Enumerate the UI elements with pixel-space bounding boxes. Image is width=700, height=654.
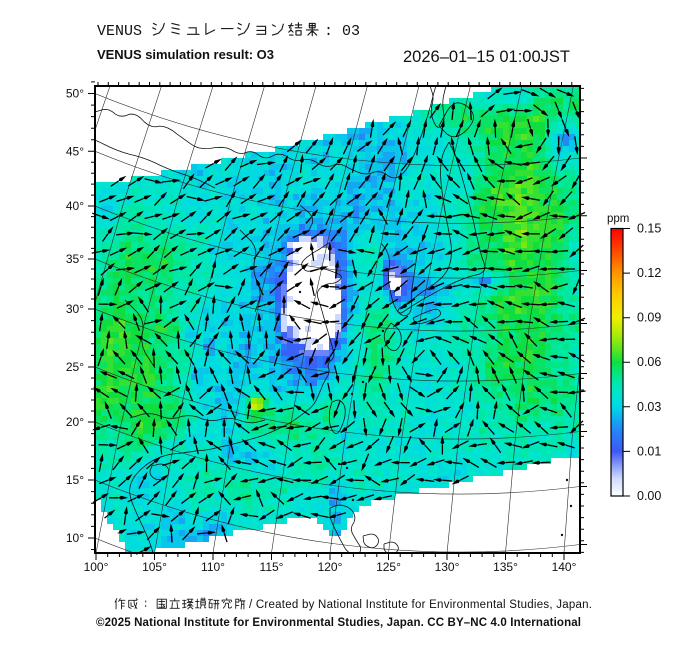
svg-text:VENUS simulation result: O3: VENUS simulation result: O3 xyxy=(97,47,274,62)
svg-text:140°: 140° xyxy=(552,560,577,574)
svg-text:©2025 National Institute for E: ©2025 National Institute for Environment… xyxy=(96,617,581,629)
svg-text:130°: 130° xyxy=(435,560,460,574)
svg-text:105°: 105° xyxy=(142,560,167,574)
svg-text:0.01: 0.01 xyxy=(637,444,661,458)
svg-text:2026–01–15 01:00JST: 2026–01–15 01:00JST xyxy=(403,48,570,66)
svg-text:/ Created by National Institut: / Created by National Institute for Envi… xyxy=(249,599,592,611)
svg-text:40°: 40° xyxy=(66,199,84,213)
svg-text:35°: 35° xyxy=(66,252,84,266)
svg-text:115°: 115° xyxy=(260,560,284,574)
svg-text:10°: 10° xyxy=(66,531,84,545)
svg-text:ppm: ppm xyxy=(607,213,629,225)
svg-text:: 03: : 03 xyxy=(324,23,360,40)
svg-text:45°: 45° xyxy=(66,144,84,158)
svg-text:0.06: 0.06 xyxy=(637,355,661,369)
svg-text:VENUS: VENUS xyxy=(97,23,142,40)
svg-text:0.03: 0.03 xyxy=(637,400,661,414)
svg-text:0.09: 0.09 xyxy=(637,311,661,325)
svg-text:0.00: 0.00 xyxy=(637,489,661,503)
svg-text:20°: 20° xyxy=(66,415,84,429)
svg-text:125°: 125° xyxy=(376,560,401,574)
svg-text:50°: 50° xyxy=(66,87,84,101)
svg-text:25°: 25° xyxy=(66,360,84,374)
svg-text:110°: 110° xyxy=(201,560,225,574)
svg-text:0.12: 0.12 xyxy=(637,266,661,280)
svg-text:30°: 30° xyxy=(66,302,84,316)
svg-text:120°: 120° xyxy=(318,560,343,574)
svg-text:100°: 100° xyxy=(84,560,109,574)
svg-text:0.15: 0.15 xyxy=(637,222,661,236)
svg-text:15°: 15° xyxy=(66,473,84,487)
svg-text:135°: 135° xyxy=(493,560,518,574)
